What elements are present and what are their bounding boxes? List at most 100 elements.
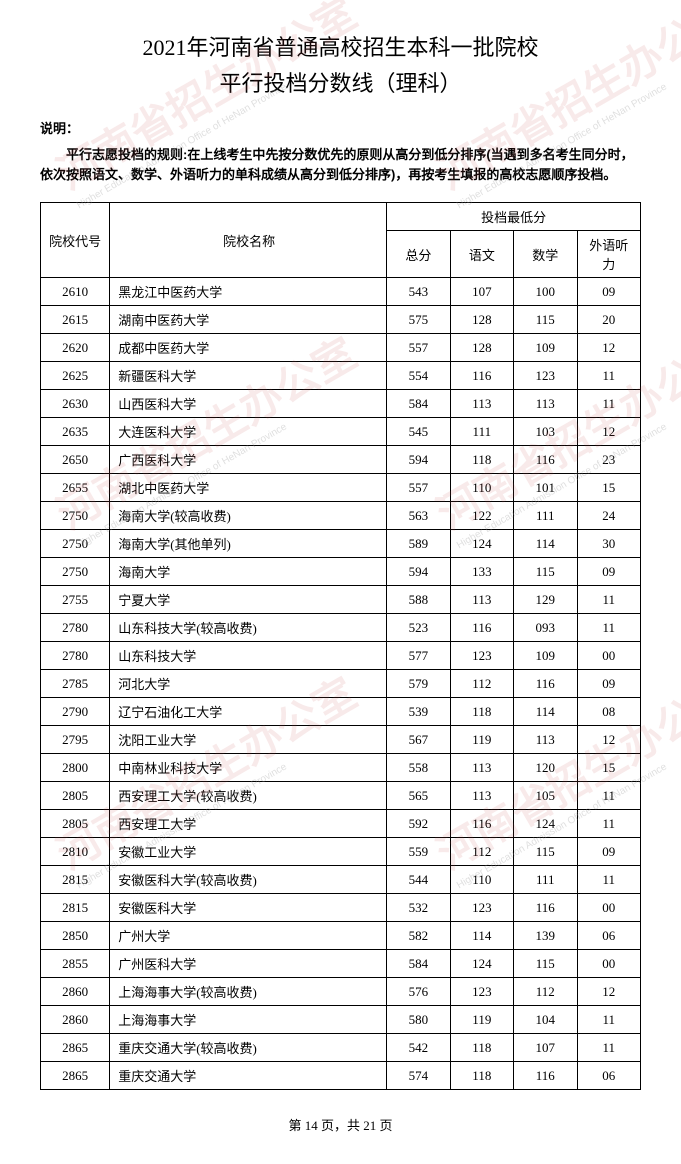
- cell-name: 上海海事大学: [110, 1006, 387, 1034]
- cell-math: 124: [514, 810, 577, 838]
- cell-total: 557: [387, 334, 450, 362]
- cell-chinese: 110: [450, 474, 513, 502]
- cell-listening: 11: [577, 782, 641, 810]
- cell-chinese: 122: [450, 502, 513, 530]
- cell-math: 109: [514, 334, 577, 362]
- cell-name: 上海海事大学(较高收费): [110, 978, 387, 1006]
- score-table: 院校代号 院校名称 投档最低分 总分 语文 数学 外语听力 2610黑龙江中医药…: [40, 202, 641, 1090]
- cell-code: 2635: [41, 418, 110, 446]
- table-row: 2780山东科技大学57712310900: [41, 642, 641, 670]
- cell-name: 成都中医药大学: [110, 334, 387, 362]
- cell-listening: 11: [577, 1006, 641, 1034]
- cell-name: 宁夏大学: [110, 586, 387, 614]
- cell-chinese: 118: [450, 1034, 513, 1062]
- cell-chinese: 113: [450, 390, 513, 418]
- cell-math: 115: [514, 950, 577, 978]
- cell-code: 2655: [41, 474, 110, 502]
- cell-listening: 11: [577, 810, 641, 838]
- cell-math: 115: [514, 838, 577, 866]
- table-row: 2750海南大学(其他单列)58912411430: [41, 530, 641, 558]
- cell-code: 2805: [41, 782, 110, 810]
- cell-total: 567: [387, 726, 450, 754]
- table-row: 2615湖南中医药大学57512811520: [41, 306, 641, 334]
- cell-math: 093: [514, 614, 577, 642]
- table-row: 2865重庆交通大学(较高收费)54211810711: [41, 1034, 641, 1062]
- table-row: 2755宁夏大学58811312911: [41, 586, 641, 614]
- cell-code: 2790: [41, 698, 110, 726]
- cell-listening: 11: [577, 586, 641, 614]
- cell-chinese: 124: [450, 950, 513, 978]
- cell-listening: 00: [577, 642, 641, 670]
- table-row: 2850广州大学58211413906: [41, 922, 641, 950]
- cell-name: 西安理工大学: [110, 810, 387, 838]
- cell-total: 575: [387, 306, 450, 334]
- cell-listening: 15: [577, 474, 641, 502]
- cell-listening: 24: [577, 502, 641, 530]
- cell-total: 577: [387, 642, 450, 670]
- cell-code: 2795: [41, 726, 110, 754]
- cell-name: 辽宁石油化工大学: [110, 698, 387, 726]
- cell-listening: 09: [577, 558, 641, 586]
- table-row: 2625新疆医科大学55411612311: [41, 362, 641, 390]
- table-row: 2610黑龙江中医药大学54310710009: [41, 278, 641, 306]
- cell-total: 574: [387, 1062, 450, 1090]
- cell-chinese: 128: [450, 306, 513, 334]
- cell-math: 100: [514, 278, 577, 306]
- cell-total: 580: [387, 1006, 450, 1034]
- cell-listening: 20: [577, 306, 641, 334]
- table-row: 2860上海海事大学58011910411: [41, 1006, 641, 1034]
- cell-total: 576: [387, 978, 450, 1006]
- cell-name: 山西医科大学: [110, 390, 387, 418]
- cell-name: 湖北中医药大学: [110, 474, 387, 502]
- cell-total: 545: [387, 418, 450, 446]
- cell-chinese: 116: [450, 614, 513, 642]
- table-row: 2750海南大学(较高收费)56312211124: [41, 502, 641, 530]
- cell-listening: 12: [577, 334, 641, 362]
- cell-listening: 09: [577, 838, 641, 866]
- table-row: 2650广西医科大学59411811623: [41, 446, 641, 474]
- pager: 第 14 页，共 21 页: [40, 1115, 641, 1134]
- page-title-line2: 平行投档分数线（理科）: [40, 66, 641, 98]
- table-row: 2805西安理工大学59211612411: [41, 810, 641, 838]
- cell-math: 111: [514, 502, 577, 530]
- cell-total: 559: [387, 838, 450, 866]
- cell-code: 2860: [41, 978, 110, 1006]
- cell-chinese: 133: [450, 558, 513, 586]
- cell-name: 沈阳工业大学: [110, 726, 387, 754]
- cell-total: 589: [387, 530, 450, 558]
- header-total: 总分: [387, 231, 450, 278]
- cell-name: 大连医科大学: [110, 418, 387, 446]
- cell-chinese: 118: [450, 698, 513, 726]
- cell-code: 2755: [41, 586, 110, 614]
- cell-code: 2630: [41, 390, 110, 418]
- note-label: 说明：: [40, 118, 641, 137]
- cell-math: 111: [514, 866, 577, 894]
- cell-code: 2805: [41, 810, 110, 838]
- cell-chinese: 124: [450, 530, 513, 558]
- cell-total: 543: [387, 278, 450, 306]
- cell-code: 2615: [41, 306, 110, 334]
- cell-chinese: 128: [450, 334, 513, 362]
- cell-math: 120: [514, 754, 577, 782]
- cell-code: 2625: [41, 362, 110, 390]
- cell-name: 安徽工业大学: [110, 838, 387, 866]
- table-row: 2795沈阳工业大学56711911312: [41, 726, 641, 754]
- cell-code: 2780: [41, 614, 110, 642]
- cell-name: 西安理工大学(较高收费): [110, 782, 387, 810]
- cell-chinese: 111: [450, 418, 513, 446]
- cell-total: 532: [387, 894, 450, 922]
- cell-total: 588: [387, 586, 450, 614]
- cell-listening: 12: [577, 726, 641, 754]
- cell-code: 2855: [41, 950, 110, 978]
- header-math: 数学: [514, 231, 577, 278]
- cell-listening: 08: [577, 698, 641, 726]
- cell-chinese: 112: [450, 838, 513, 866]
- cell-math: 115: [514, 558, 577, 586]
- cell-math: 113: [514, 726, 577, 754]
- cell-name: 山东科技大学(较高收费): [110, 614, 387, 642]
- cell-name: 重庆交通大学(较高收费): [110, 1034, 387, 1062]
- cell-name: 海南大学: [110, 558, 387, 586]
- cell-total: 565: [387, 782, 450, 810]
- cell-chinese: 116: [450, 362, 513, 390]
- cell-total: 582: [387, 922, 450, 950]
